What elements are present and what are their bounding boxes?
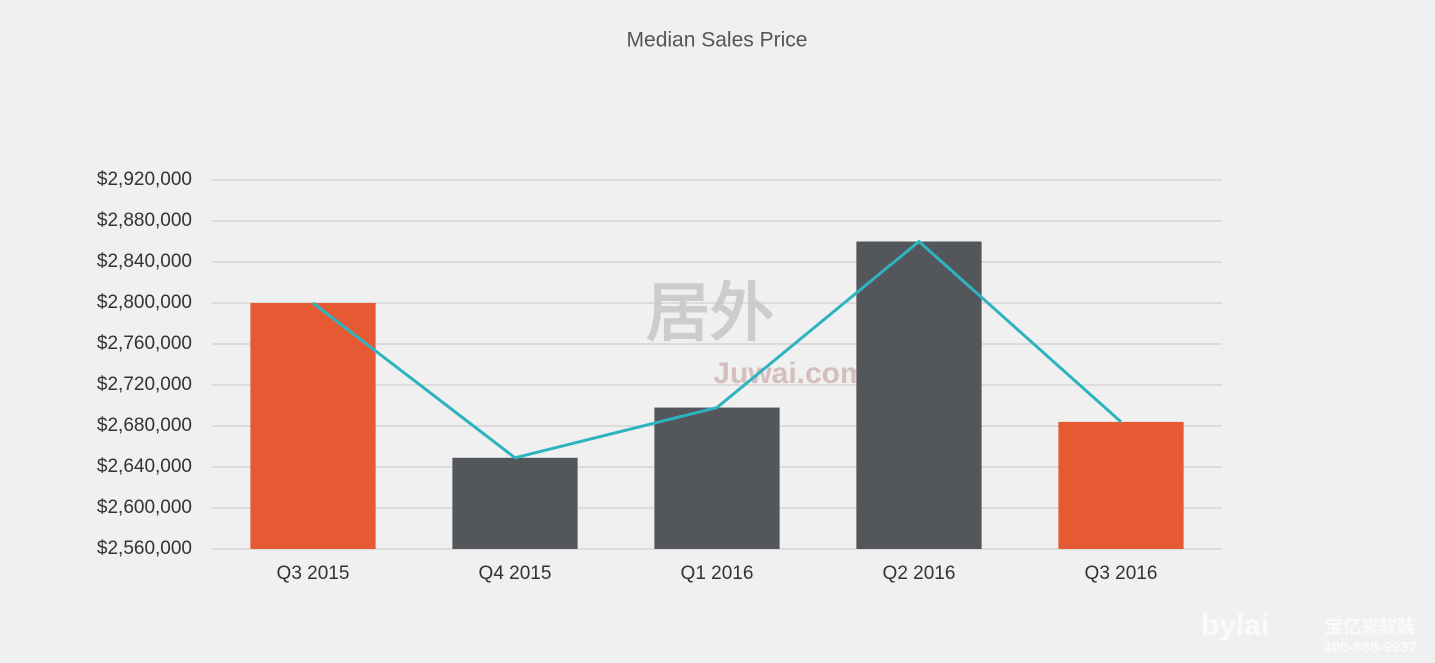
watermark: Juwai.com: [713, 357, 866, 390]
y-tick-label: $2,680,000: [97, 415, 192, 436]
bar: [1058, 421, 1184, 549]
x-tick-label: Q4 2015: [479, 563, 552, 584]
y-tick-label: $2,920,000: [97, 169, 192, 190]
y-tick-label: $2,560,000: [97, 538, 192, 559]
x-tick-label: Q1 2016: [681, 563, 754, 584]
y-tick-label: $2,800,000: [97, 292, 192, 313]
watermark: 居外: [646, 277, 774, 349]
y-tick-label: $2,760,000: [97, 333, 192, 354]
watermark: 400-888-9937: [1323, 639, 1416, 656]
y-tick-label: $2,840,000: [97, 251, 192, 272]
watermark: 宝亿来软装: [1325, 616, 1415, 637]
bar: [452, 457, 578, 549]
y-tick-label: $2,880,000: [97, 210, 192, 231]
bar: [250, 303, 376, 549]
bar: [654, 407, 780, 549]
bar: [856, 241, 982, 549]
chart-title: Median Sales Price: [627, 29, 808, 52]
x-tick-label: Q3 2016: [1085, 563, 1158, 584]
watermark: bylai: [1201, 609, 1269, 642]
x-tick-label: Q2 2016: [883, 563, 956, 584]
y-tick-label: $2,640,000: [97, 456, 192, 477]
y-tick-label: $2,600,000: [97, 497, 192, 518]
trend-line: [312, 239, 1122, 460]
x-tick-label: Q3 2015: [277, 563, 350, 584]
y-tick-label: $2,720,000: [97, 374, 192, 395]
